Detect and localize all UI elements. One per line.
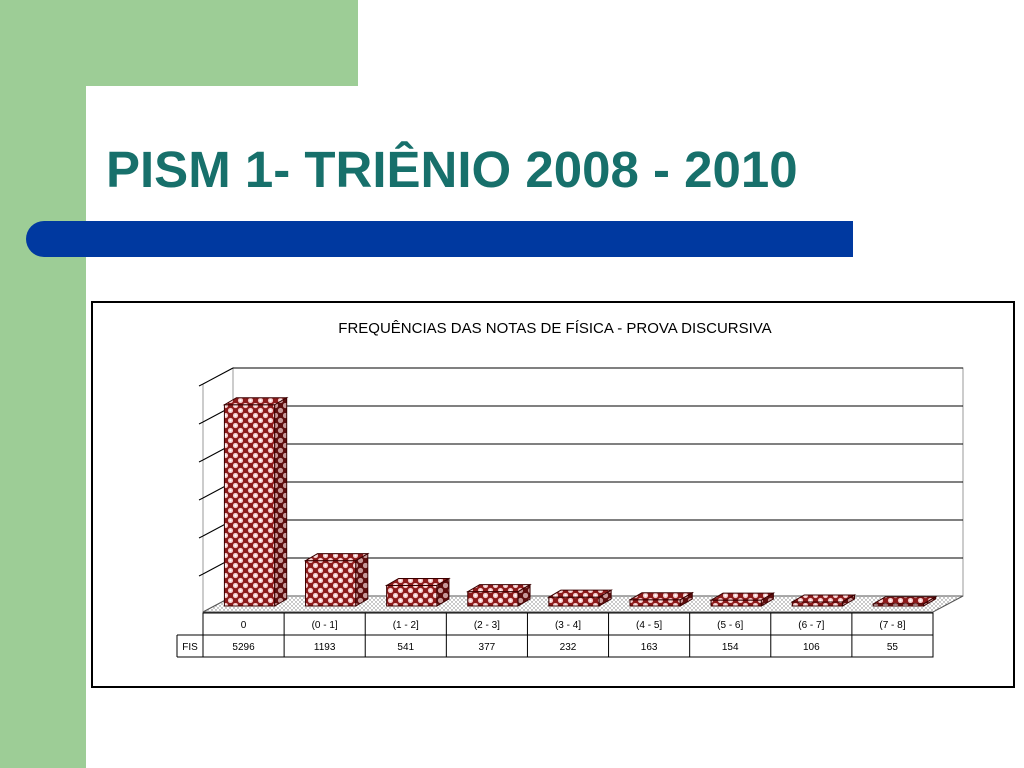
bar-chart: FREQUÊNCIAS DAS NOTAS DE FÍSICA - PROVA … bbox=[176, 320, 964, 658]
bar-side bbox=[841, 594, 855, 607]
bar-side bbox=[760, 592, 774, 607]
category-label: (3 - 4] bbox=[555, 620, 581, 631]
value-label: 232 bbox=[560, 642, 577, 653]
bar-front bbox=[467, 591, 519, 607]
series-label: FIS bbox=[182, 642, 198, 653]
category-label: (1 - 2] bbox=[393, 620, 419, 631]
y-tick bbox=[198, 497, 204, 501]
value-label: 1193 bbox=[314, 642, 336, 653]
chart-title: FREQUÊNCIAS DAS NOTAS DE FÍSICA - PROVA … bbox=[338, 320, 771, 337]
category-label: (4 - 5] bbox=[636, 620, 662, 631]
category-label: (6 - 7] bbox=[798, 620, 824, 631]
bar-side bbox=[679, 591, 693, 607]
y-tick bbox=[198, 421, 204, 425]
y-tick bbox=[198, 459, 204, 463]
bar-front bbox=[710, 599, 762, 607]
value-label: 106 bbox=[803, 642, 820, 653]
value-label: 5296 bbox=[232, 642, 255, 653]
bar-side bbox=[598, 589, 612, 607]
y-tick bbox=[198, 573, 204, 577]
gridline-side bbox=[202, 367, 234, 385]
y-tick bbox=[198, 383, 204, 387]
y-tick bbox=[198, 535, 204, 539]
category-label: (2 - 3] bbox=[474, 620, 500, 631]
bar-front bbox=[548, 596, 600, 607]
top-decoration-block bbox=[0, 0, 358, 86]
chart-frame: FREQUÊNCIAS DAS NOTAS DE FÍSICA - PROVA … bbox=[91, 301, 1015, 688]
bar bbox=[790, 594, 857, 607]
bar-side bbox=[923, 596, 937, 607]
side-decoration-strip bbox=[0, 0, 86, 768]
bar-front bbox=[629, 599, 681, 607]
value-label: 541 bbox=[397, 642, 414, 653]
category-label: 0 bbox=[241, 620, 247, 631]
bar-front bbox=[305, 560, 357, 607]
value-label: 163 bbox=[641, 642, 658, 653]
value-label: 55 bbox=[887, 642, 899, 653]
bar-side bbox=[355, 552, 369, 607]
bar bbox=[222, 396, 289, 607]
bar bbox=[628, 591, 695, 607]
bar bbox=[465, 583, 532, 607]
bar bbox=[871, 596, 938, 607]
bar-side bbox=[274, 396, 288, 607]
value-label: 154 bbox=[722, 642, 739, 653]
bar-side bbox=[517, 583, 531, 607]
category-label: (7 - 8] bbox=[879, 620, 905, 631]
slide-title: PISM 1- TRIÊNIO 2008 - 2010 bbox=[106, 141, 798, 198]
bar bbox=[384, 577, 451, 607]
bar bbox=[709, 592, 776, 607]
title-accent-bar bbox=[26, 221, 853, 257]
bar-front bbox=[386, 584, 438, 607]
category-label: (5 - 6] bbox=[717, 620, 743, 631]
value-label: 377 bbox=[479, 642, 496, 653]
category-label: (0 - 1] bbox=[312, 620, 338, 631]
bar-front bbox=[223, 404, 276, 607]
bar-front bbox=[791, 601, 843, 607]
bar bbox=[547, 589, 613, 607]
bar bbox=[303, 552, 370, 607]
bar-side bbox=[436, 577, 450, 607]
